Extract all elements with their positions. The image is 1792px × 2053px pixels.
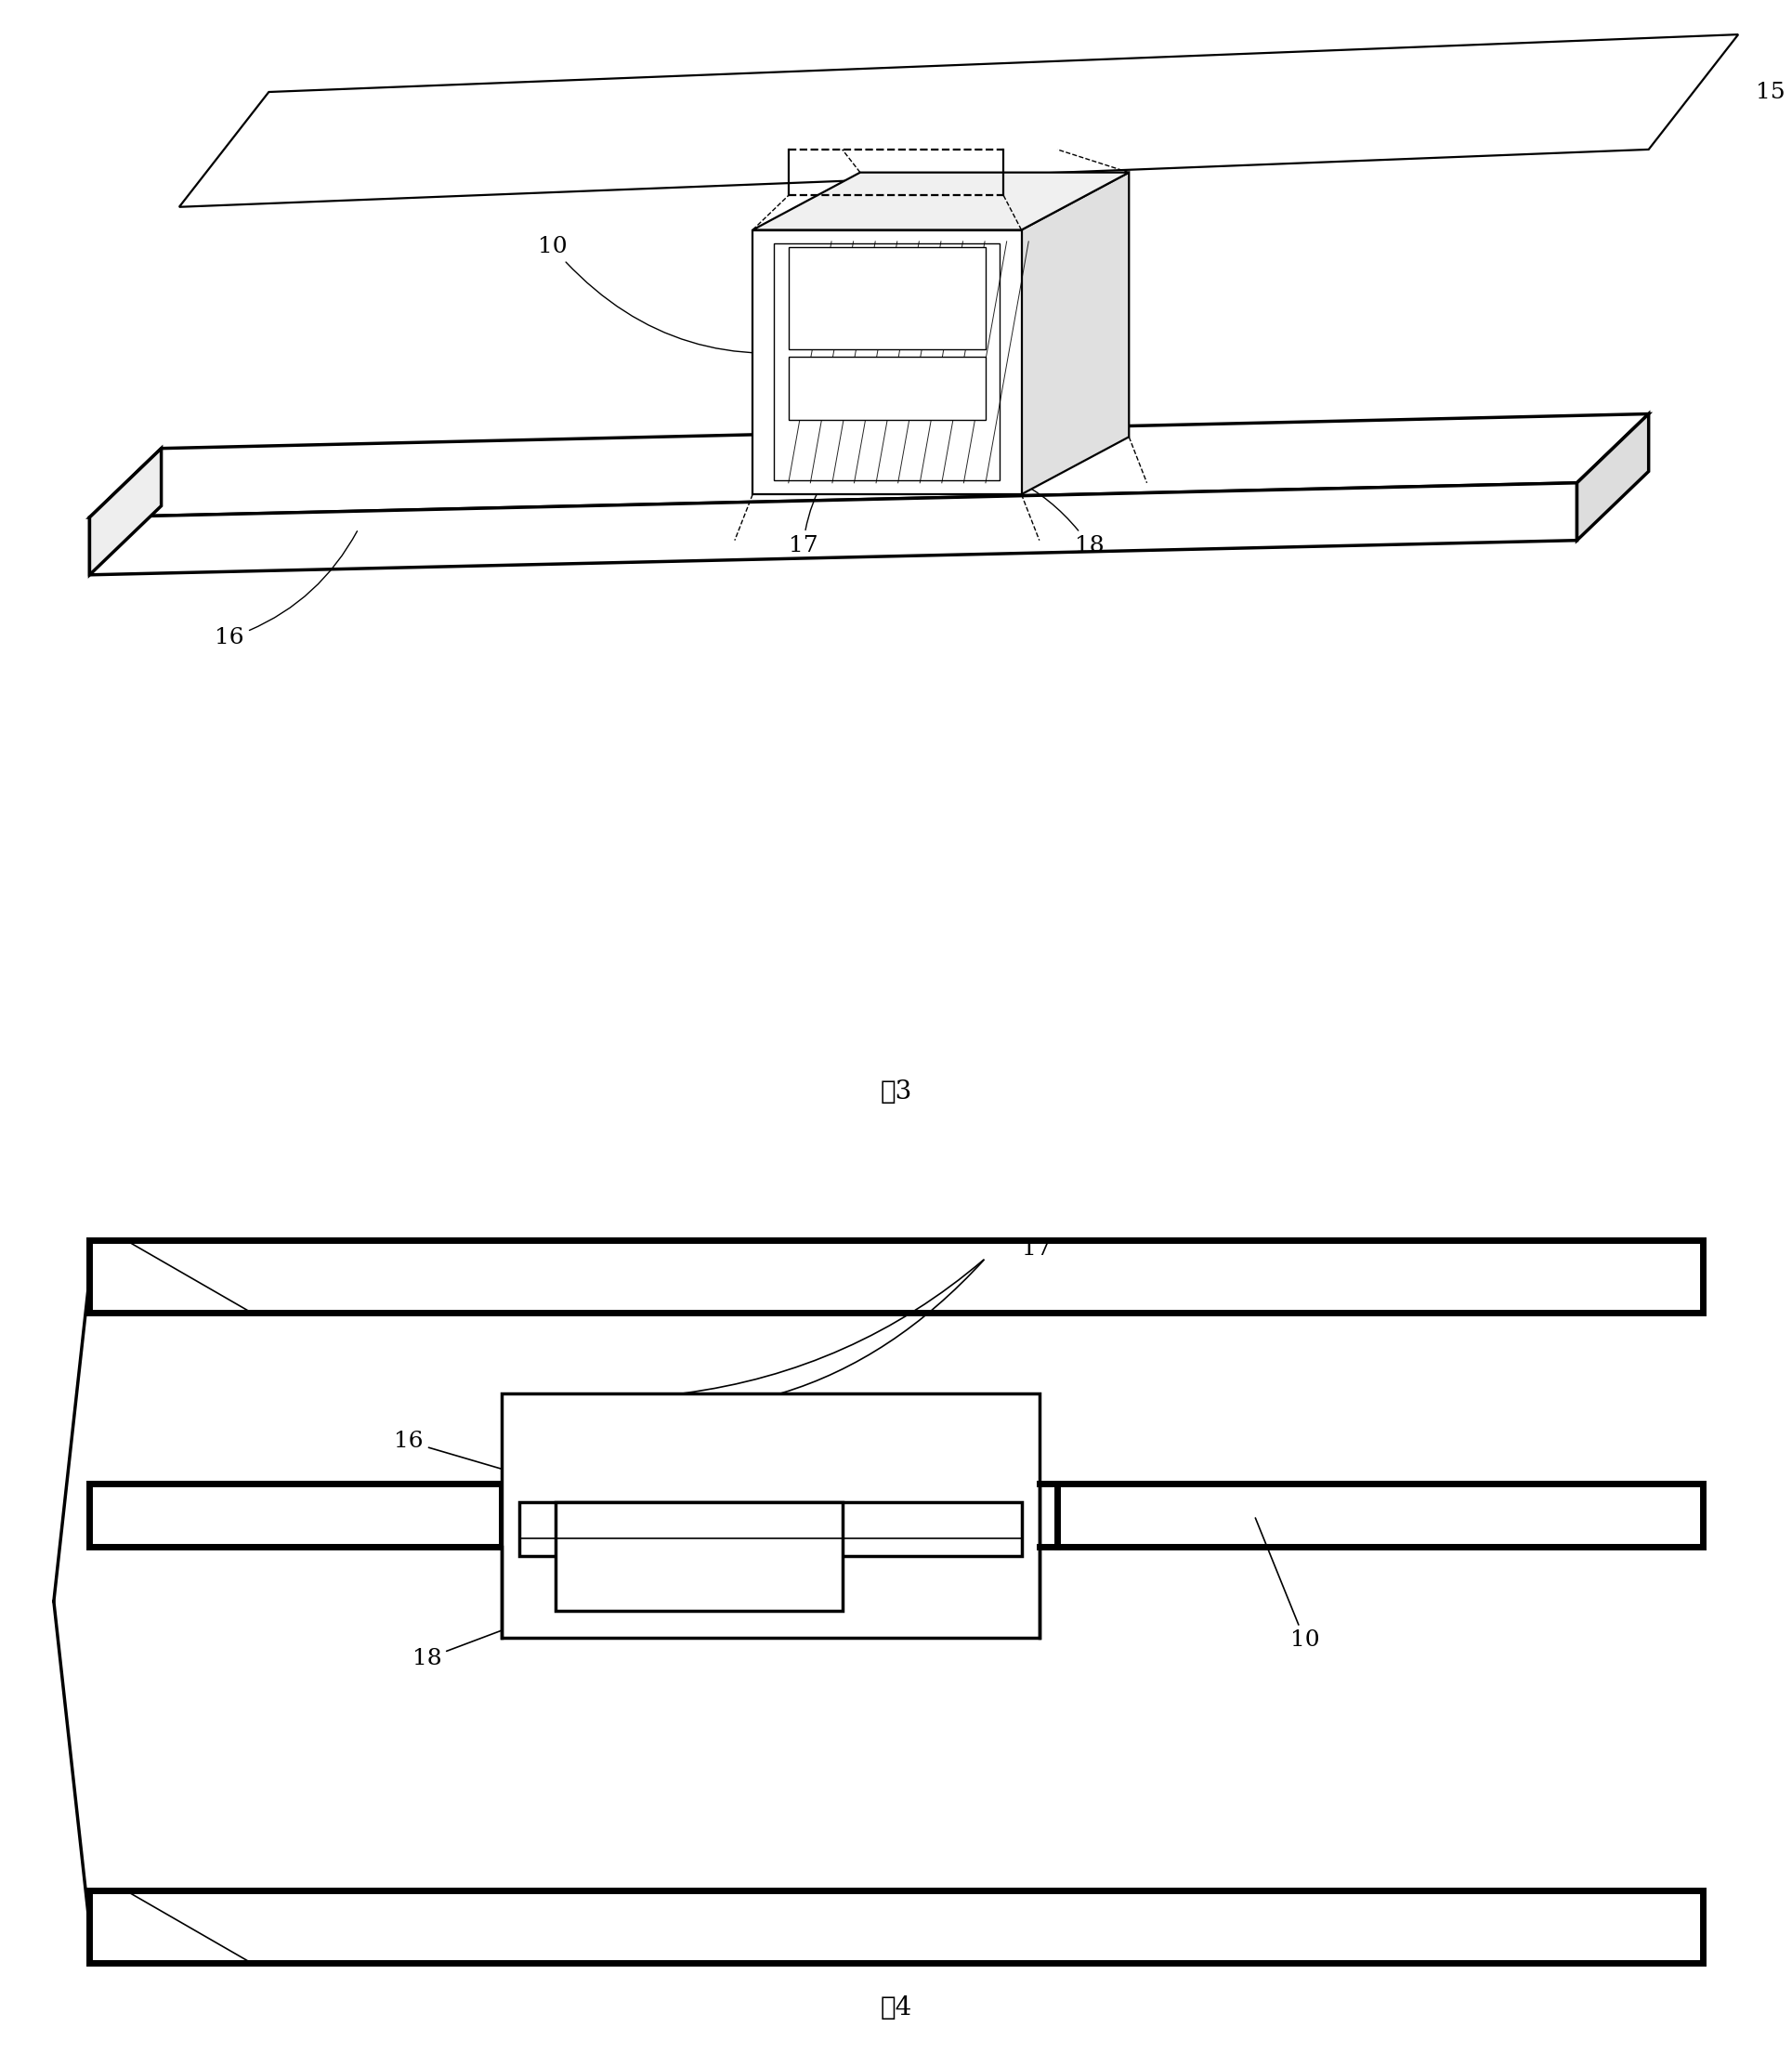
Bar: [502, 1394, 1039, 1638]
Polygon shape: [179, 35, 1738, 207]
Text: 16: 16: [215, 532, 357, 649]
Polygon shape: [90, 448, 161, 575]
Bar: [90, 1484, 502, 1548]
Polygon shape: [1577, 415, 1649, 540]
Polygon shape: [753, 172, 1129, 230]
Polygon shape: [788, 246, 986, 349]
Text: 10: 10: [1256, 1517, 1319, 1651]
Text: 图4: 图4: [880, 1996, 912, 2020]
Text: 17: 17: [788, 439, 858, 556]
Text: 图3: 图3: [880, 1080, 912, 1105]
Text: 17: 17: [1021, 1238, 1050, 1261]
Text: 16: 16: [394, 1431, 643, 1511]
Polygon shape: [90, 482, 1577, 575]
Bar: [90, 1891, 1702, 1963]
Bar: [520, 1503, 1021, 1556]
Text: 18: 18: [412, 1585, 625, 1669]
Text: 15: 15: [1756, 82, 1785, 103]
Polygon shape: [1021, 172, 1129, 495]
Text: 18: 18: [934, 460, 1104, 556]
Polygon shape: [788, 357, 986, 421]
Text: 10: 10: [538, 236, 840, 353]
Polygon shape: [90, 415, 1649, 517]
Bar: [1057, 1484, 1702, 1548]
Bar: [90, 1240, 1702, 1312]
Bar: [556, 1503, 842, 1610]
Polygon shape: [753, 230, 1021, 495]
